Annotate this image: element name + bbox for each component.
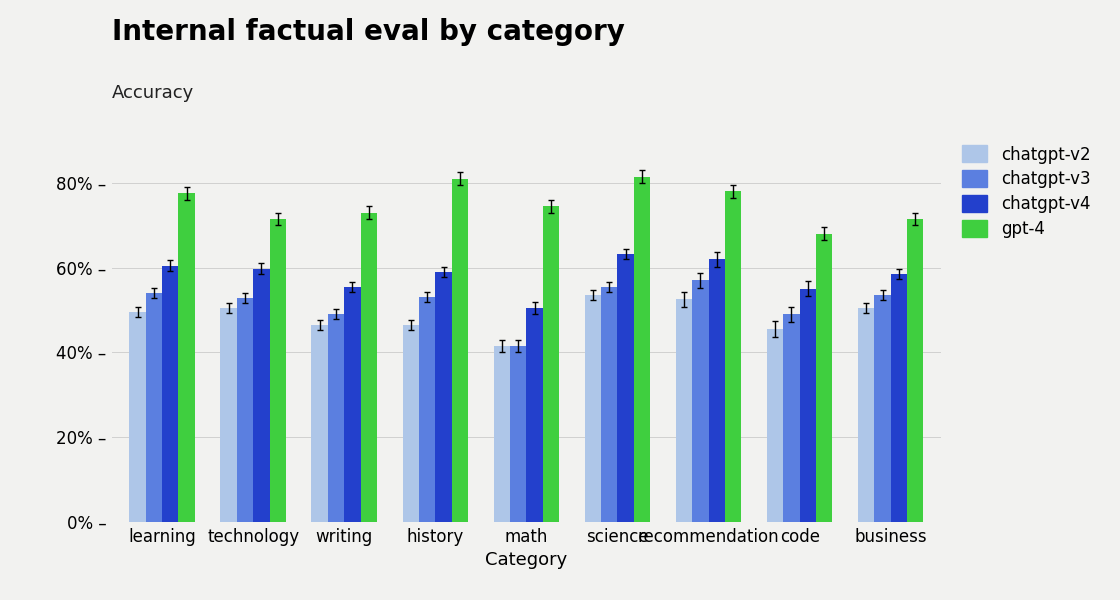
- Bar: [890, 274, 907, 522]
- Bar: [816, 234, 832, 522]
- Bar: [402, 325, 419, 522]
- Bar: [585, 295, 601, 522]
- Bar: [526, 308, 543, 522]
- Bar: [178, 193, 195, 522]
- Bar: [709, 259, 725, 522]
- Bar: [601, 287, 617, 522]
- Bar: [875, 295, 890, 522]
- Bar: [419, 298, 436, 522]
- Bar: [634, 176, 651, 522]
- Bar: [692, 280, 709, 522]
- Text: Accuracy: Accuracy: [112, 84, 194, 102]
- Bar: [253, 269, 270, 522]
- Bar: [162, 266, 178, 522]
- Bar: [328, 314, 344, 522]
- Bar: [361, 212, 377, 522]
- Bar: [907, 219, 924, 522]
- Bar: [311, 325, 328, 522]
- Bar: [221, 308, 236, 522]
- Bar: [436, 272, 451, 522]
- Bar: [510, 346, 526, 522]
- Bar: [129, 312, 146, 522]
- Bar: [617, 254, 634, 522]
- Bar: [858, 308, 875, 522]
- Legend: chatgpt-v2, chatgpt-v3, chatgpt-v4, gpt-4: chatgpt-v2, chatgpt-v3, chatgpt-v4, gpt-…: [958, 140, 1095, 243]
- Bar: [451, 179, 468, 522]
- Text: Internal factual eval by category: Internal factual eval by category: [112, 18, 625, 46]
- Bar: [494, 346, 510, 522]
- X-axis label: Category: Category: [485, 551, 568, 569]
- Bar: [783, 314, 800, 522]
- Bar: [800, 289, 816, 522]
- Bar: [270, 219, 286, 522]
- Bar: [146, 293, 162, 522]
- Bar: [236, 298, 253, 522]
- Bar: [725, 191, 741, 522]
- Bar: [344, 287, 361, 522]
- Bar: [543, 206, 559, 522]
- Bar: [767, 329, 783, 522]
- Bar: [675, 299, 692, 522]
